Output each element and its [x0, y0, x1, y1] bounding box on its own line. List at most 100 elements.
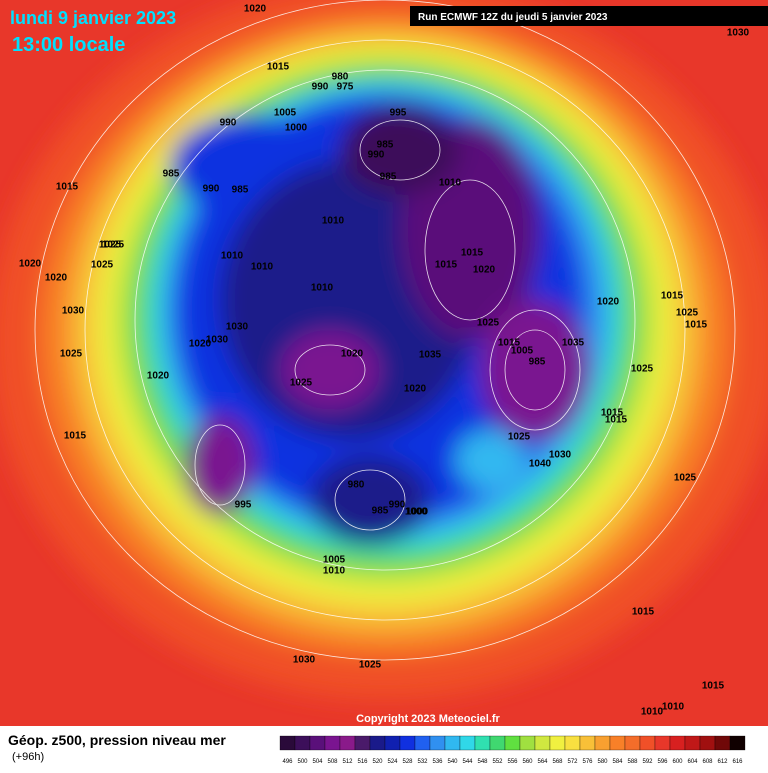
isobar-label: 1010: [221, 251, 244, 262]
isobar-label: 1020: [341, 349, 364, 360]
isobar-label: 1035: [562, 338, 585, 349]
isobar-label: 1030: [727, 28, 750, 39]
scale-swatch: [339, 735, 356, 751]
isobar-label: 980: [348, 480, 365, 491]
isobar-label: 1025: [60, 349, 83, 360]
isobar-label: 1015: [64, 431, 87, 442]
scale-label: 584: [612, 759, 623, 765]
scale-label: 512: [342, 759, 353, 765]
scale-swatch: [699, 735, 716, 751]
isobar-label: 1020: [404, 384, 427, 395]
isobar-label: 1005: [323, 555, 346, 566]
isobar-label: 1015: [56, 182, 79, 193]
isobar-label: 1005: [511, 346, 534, 357]
isobar-label: 1020: [19, 259, 42, 270]
isobar-label: 1015: [661, 291, 684, 302]
scale-swatch: [399, 735, 416, 751]
scale-swatch: [579, 735, 596, 751]
isobar-label: 1010: [439, 178, 462, 189]
scale-label: 528: [402, 759, 413, 765]
scale-swatch: [519, 735, 536, 751]
isobar-label: 985: [163, 169, 180, 180]
isobar-label: 1010: [641, 707, 664, 718]
isobar-label: 1025: [99, 240, 122, 251]
scale-label: 524: [387, 759, 398, 765]
isobar-label: 1020: [147, 371, 170, 382]
scale-swatch: [729, 735, 746, 751]
run-box: [410, 6, 768, 26]
scale-swatch: [429, 735, 446, 751]
isobar-label: 1025: [631, 364, 654, 375]
scale-label: 508: [327, 759, 338, 765]
scale-swatch: [489, 735, 506, 751]
scale-label: 564: [537, 759, 548, 765]
scale-label: 556: [507, 759, 518, 765]
isobar-label: 1015: [498, 338, 521, 349]
scale-swatch: [369, 735, 386, 751]
isobar-label: 1020: [45, 273, 68, 284]
isobar-label: 985: [380, 172, 397, 183]
scale-label: 540: [447, 759, 458, 765]
isobar-label: 1025: [290, 378, 313, 389]
isobar-label: 1020: [597, 297, 620, 308]
isobar-label: 1035: [419, 350, 442, 361]
scale-label: 596: [657, 759, 668, 765]
isobar-label: 980: [332, 72, 349, 83]
color-scale: 496 500 504 508 512 516 520 524 528 532 536 540 544 5…: [279, 735, 746, 765]
isobar-label: 1025: [508, 432, 531, 443]
isobar-label: 985: [232, 185, 249, 196]
isobar-lines: [34, 0, 736, 661]
isobar-label: 1015: [605, 415, 628, 426]
scale-label: 516: [357, 759, 368, 765]
scale-label: 500: [297, 759, 308, 765]
isobar-label: 1020: [473, 265, 496, 276]
scale-swatch: [414, 735, 431, 751]
isobar-label: 985: [529, 357, 546, 368]
isobar-label: 1010: [322, 216, 345, 227]
scale-swatch: [474, 735, 491, 751]
isobar-label: 1025: [676, 308, 699, 319]
scale-swatch: [384, 735, 401, 751]
isobar-label: 1010: [251, 262, 274, 273]
isobar-label: 1015: [685, 320, 708, 331]
isobar-label: 1025: [674, 473, 697, 484]
scale-swatch: [549, 735, 566, 751]
scale-label: 560: [522, 759, 533, 765]
isobar-label: 1010: [311, 283, 334, 294]
scale-swatch: [669, 735, 686, 751]
scale-label: 604: [687, 759, 698, 765]
scale-swatch: [639, 735, 656, 751]
scale-swatch: [294, 735, 311, 751]
isobar-label: 990: [203, 184, 220, 195]
isobar-label: 1025: [102, 240, 125, 251]
isobar-label: 1015: [267, 62, 290, 73]
isobar-label: 990: [312, 82, 329, 93]
scale-label: 612: [717, 759, 728, 765]
scale-label: 588: [627, 759, 638, 765]
scale-label: 572: [567, 759, 578, 765]
scale-swatch: [654, 735, 671, 751]
scale-swatch: [504, 735, 521, 751]
isobar-label: 1025: [91, 260, 114, 271]
geopotential-field: [0, 0, 768, 700]
isobar-label: 1015: [601, 408, 624, 419]
isobar-label: 995: [235, 500, 252, 511]
isobar-label: 1000: [406, 507, 429, 518]
scale-label: 592: [642, 759, 653, 765]
copyright: Copyright 2023 Meteociel.fr: [356, 713, 500, 725]
scale-label: 544: [462, 759, 473, 765]
scale-label: 568: [552, 759, 563, 765]
scale-label: 520: [372, 759, 383, 765]
isobar-label: 1000: [285, 123, 308, 134]
scale-swatch: [624, 735, 641, 751]
isobar-label: 990: [368, 150, 385, 161]
isobar-label: 1005: [274, 108, 297, 119]
isobar-label: 1030: [206, 335, 229, 346]
isobar-label: 1010: [323, 566, 346, 577]
scale-label: 576: [582, 759, 593, 765]
scale-label: 536: [432, 759, 443, 765]
scale-swatch: [324, 735, 341, 751]
isobar-label: 1030: [293, 655, 316, 666]
